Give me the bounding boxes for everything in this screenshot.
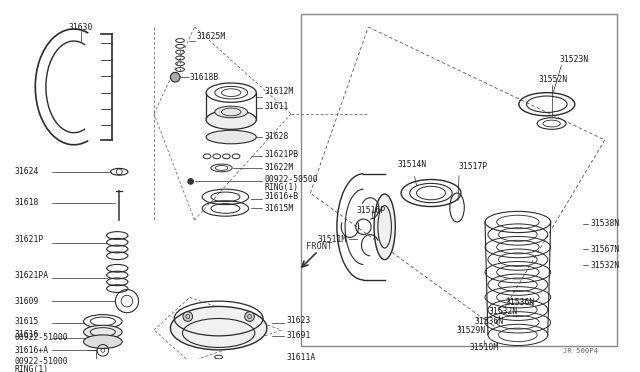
Circle shape (170, 73, 180, 82)
Text: 31628: 31628 (264, 132, 289, 141)
Ellipse shape (84, 325, 122, 339)
Text: 31567N: 31567N (590, 244, 620, 253)
Ellipse shape (215, 106, 248, 118)
Text: 31616+A: 31616+A (14, 346, 48, 355)
Text: 31516P: 31516P (356, 206, 386, 215)
Text: 31615M: 31615M (264, 204, 293, 213)
Text: 31612M: 31612M (264, 87, 293, 96)
Text: 31621PA: 31621PA (14, 270, 48, 280)
Text: 31618B: 31618B (189, 73, 219, 82)
Text: 31611A: 31611A (286, 353, 316, 362)
Text: 31532N: 31532N (590, 261, 620, 270)
Text: 31615: 31615 (14, 317, 38, 326)
Text: RING(1): RING(1) (14, 365, 48, 372)
Text: 31611: 31611 (264, 102, 289, 110)
Text: 31691: 31691 (286, 331, 310, 340)
Text: 31616+B: 31616+B (264, 192, 298, 201)
Bar (301, 13, 617, 346)
Circle shape (188, 179, 193, 185)
Text: 31609: 31609 (14, 296, 38, 306)
Text: 31552N: 31552N (538, 75, 568, 84)
Text: 31532N: 31532N (489, 307, 518, 316)
Text: 31538N: 31538N (590, 219, 620, 228)
Text: 31514N: 31514N (397, 160, 426, 169)
Text: 31510M: 31510M (470, 343, 499, 352)
Text: FRONT: FRONT (305, 241, 332, 251)
Circle shape (244, 312, 254, 321)
Text: JR 500P4: JR 500P4 (563, 348, 598, 354)
Text: 31529N: 31529N (456, 326, 485, 334)
Text: 31624: 31624 (14, 167, 38, 176)
Text: 31511M: 31511M (317, 235, 346, 244)
Text: 31618: 31618 (14, 198, 38, 207)
Text: 31536N: 31536N (474, 317, 504, 326)
Ellipse shape (374, 194, 396, 260)
Ellipse shape (170, 307, 267, 350)
Text: 00922-50500: 00922-50500 (264, 175, 317, 184)
Text: 31523N: 31523N (559, 55, 589, 64)
Text: 00922-51000: 00922-51000 (14, 357, 68, 366)
Ellipse shape (84, 335, 122, 349)
Text: 31630: 31630 (68, 23, 93, 32)
Text: 00922-51000: 00922-51000 (14, 333, 68, 342)
Ellipse shape (206, 130, 256, 144)
Text: 31625M: 31625M (196, 32, 226, 41)
Text: RING(1): RING(1) (264, 183, 298, 192)
Text: 31621P: 31621P (14, 235, 44, 244)
Text: 31616: 31616 (14, 330, 38, 339)
Text: 31517P: 31517P (459, 161, 488, 170)
Text: 31621PB: 31621PB (264, 150, 298, 159)
Text: 31536N: 31536N (506, 298, 534, 307)
Ellipse shape (206, 110, 256, 129)
Text: 31623: 31623 (286, 316, 310, 325)
Text: 31622M: 31622M (264, 163, 293, 173)
Circle shape (183, 312, 193, 321)
